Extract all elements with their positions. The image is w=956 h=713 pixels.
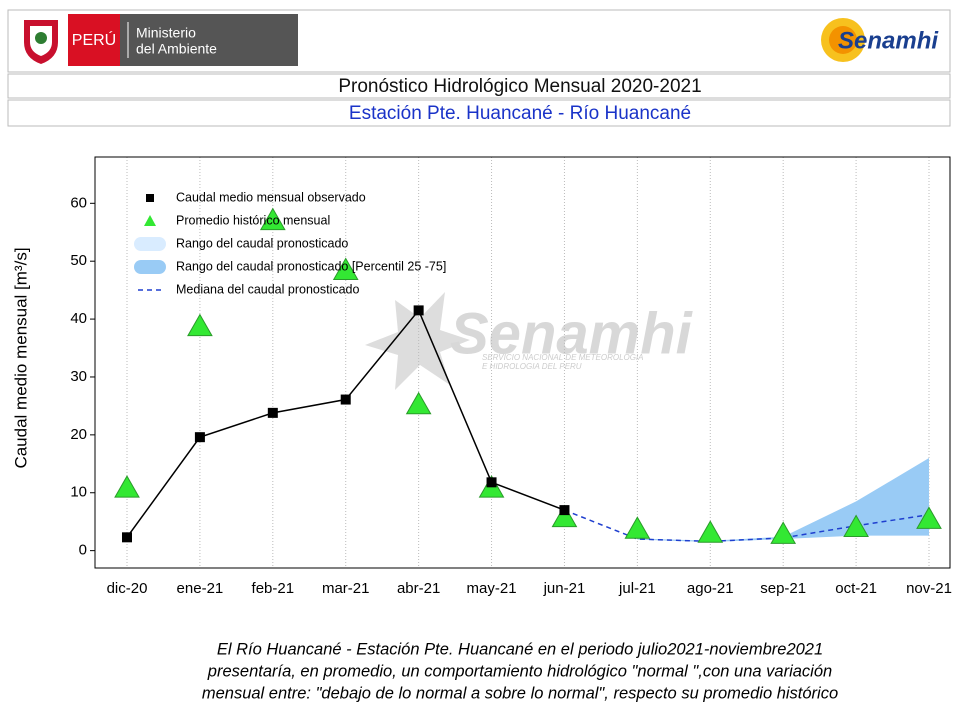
- legend-label: Rango del caudal pronosticado: [176, 236, 348, 250]
- triangle-marker: [332, 257, 359, 280]
- square-marker: [194, 432, 205, 443]
- legend-label: Promedio histórico mensual: [176, 213, 330, 227]
- y-tick-label: 50: [70, 252, 87, 269]
- y-tick-label: 40: [70, 310, 87, 327]
- watermark-sub: E HIDROLOGIA DEL PERU: [482, 362, 582, 371]
- country: PERÚ: [72, 30, 116, 49]
- square-marker: [267, 407, 278, 418]
- legend-key: [134, 260, 166, 274]
- watermark-sub: SERVICIO NACIONAL DE METEOROLOGIA: [482, 353, 644, 362]
- ministry-box: [120, 14, 298, 66]
- peru-box: [68, 14, 120, 66]
- title: Pronóstico Hidrológico Mensual 2020-2021: [338, 76, 701, 97]
- triangle-marker: [187, 313, 213, 337]
- triangle-marker: [916, 506, 942, 529]
- note-line: El Río Huancané - Estación Pte. Huancané…: [217, 640, 823, 658]
- x-tick-label: dic-20: [107, 580, 148, 597]
- x-tick-label: may-21: [467, 580, 517, 597]
- x-tick-label: jul-21: [618, 580, 656, 597]
- y-tick-label: 0: [79, 542, 87, 559]
- square-marker: [122, 532, 132, 543]
- legend-key: [144, 215, 156, 226]
- title-box: [7, 73, 951, 99]
- y-axis-label: Caudal medio mensual [m³/s]: [11, 247, 30, 468]
- watermark-sun: [365, 292, 470, 390]
- y-tick-label: 10: [70, 484, 87, 501]
- watermark: Senamhi: [450, 301, 694, 366]
- triangle-marker: [405, 391, 432, 415]
- series-line: [564, 509, 930, 543]
- triangle-marker: [770, 521, 797, 544]
- note-line: presentaría, en promedio, un comportamie…: [207, 662, 832, 680]
- x-tick-label: feb-21: [252, 580, 295, 597]
- square-marker: [559, 505, 570, 516]
- x-tick-label: oct-21: [835, 580, 877, 597]
- x-tick-label: ago-21: [687, 580, 734, 597]
- x-tick-label: sep-21: [760, 580, 806, 597]
- y-tick-label: 20: [70, 426, 87, 443]
- triangle-marker: [114, 475, 140, 498]
- triangle-marker: [624, 516, 651, 539]
- senamhi-logo: [821, 18, 865, 62]
- ministry-1: Ministerio: [136, 25, 196, 41]
- y-tick-label: 30: [70, 368, 87, 385]
- subtitle: Estación Pte. Huancané - Río Huancané: [349, 103, 691, 124]
- x-tick-label: abr-21: [397, 580, 440, 597]
- peru-shield: [24, 20, 58, 64]
- triangle-marker: [551, 504, 578, 528]
- triangle-marker: [259, 207, 286, 231]
- x-tick-label: jun-21: [543, 580, 586, 597]
- square-marker: [413, 305, 424, 316]
- y-tick-label: 60: [70, 194, 87, 211]
- legend-label: Mediana del caudal pronosticado: [176, 282, 360, 296]
- legend-key: [134, 237, 166, 251]
- plot-frame: [94, 156, 951, 569]
- legend-label: Caudal medio mensual observado: [176, 190, 366, 204]
- x-tick-label: nov-21: [906, 580, 952, 597]
- triangle-marker: [697, 520, 724, 543]
- note-line: mensual entre: "debajo de lo normal a so…: [202, 684, 838, 702]
- legend-key: [146, 194, 154, 202]
- legend-label: Rango del caudal pronosticado [Percentil…: [176, 259, 446, 273]
- ministry-2: del Ambiente: [136, 41, 217, 57]
- x-tick-label: mar-21: [322, 580, 370, 597]
- brand: Senamhi: [838, 27, 939, 54]
- triangle-marker: [843, 514, 869, 537]
- square-marker: [340, 394, 351, 405]
- x-tick-label: ene-21: [177, 580, 224, 597]
- subtitle-box: [7, 99, 951, 127]
- square-marker: [486, 477, 497, 488]
